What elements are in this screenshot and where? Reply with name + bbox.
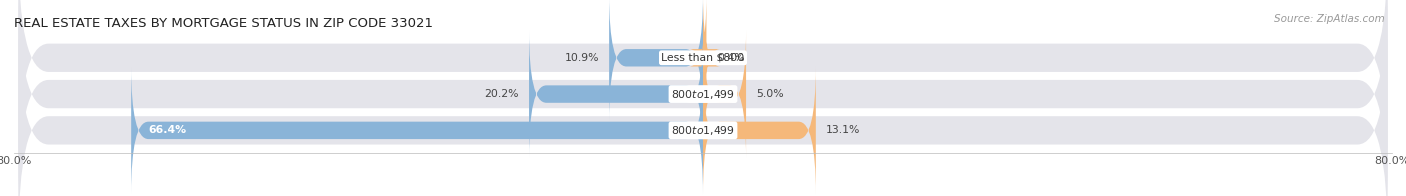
Text: $800 to $1,499: $800 to $1,499 <box>671 124 735 137</box>
Text: Less than $800: Less than $800 <box>661 53 745 63</box>
Text: 13.1%: 13.1% <box>827 125 860 135</box>
Text: 66.4%: 66.4% <box>149 125 187 135</box>
Text: 10.9%: 10.9% <box>564 53 599 63</box>
FancyBboxPatch shape <box>18 0 1388 196</box>
FancyBboxPatch shape <box>131 66 703 194</box>
FancyBboxPatch shape <box>18 0 1388 171</box>
Text: 0.4%: 0.4% <box>717 53 744 63</box>
Text: 20.2%: 20.2% <box>484 89 519 99</box>
Text: Source: ZipAtlas.com: Source: ZipAtlas.com <box>1274 14 1385 24</box>
FancyBboxPatch shape <box>529 30 703 158</box>
FancyBboxPatch shape <box>18 17 1388 196</box>
Text: REAL ESTATE TAXES BY MORTGAGE STATUS IN ZIP CODE 33021: REAL ESTATE TAXES BY MORTGAGE STATUS IN … <box>14 17 433 30</box>
FancyBboxPatch shape <box>689 0 720 122</box>
Text: 5.0%: 5.0% <box>756 89 785 99</box>
Legend: Without Mortgage, With Mortgage: Without Mortgage, With Mortgage <box>589 193 817 196</box>
FancyBboxPatch shape <box>703 66 815 194</box>
Text: $800 to $1,499: $800 to $1,499 <box>671 88 735 101</box>
FancyBboxPatch shape <box>703 30 747 158</box>
FancyBboxPatch shape <box>609 0 703 122</box>
